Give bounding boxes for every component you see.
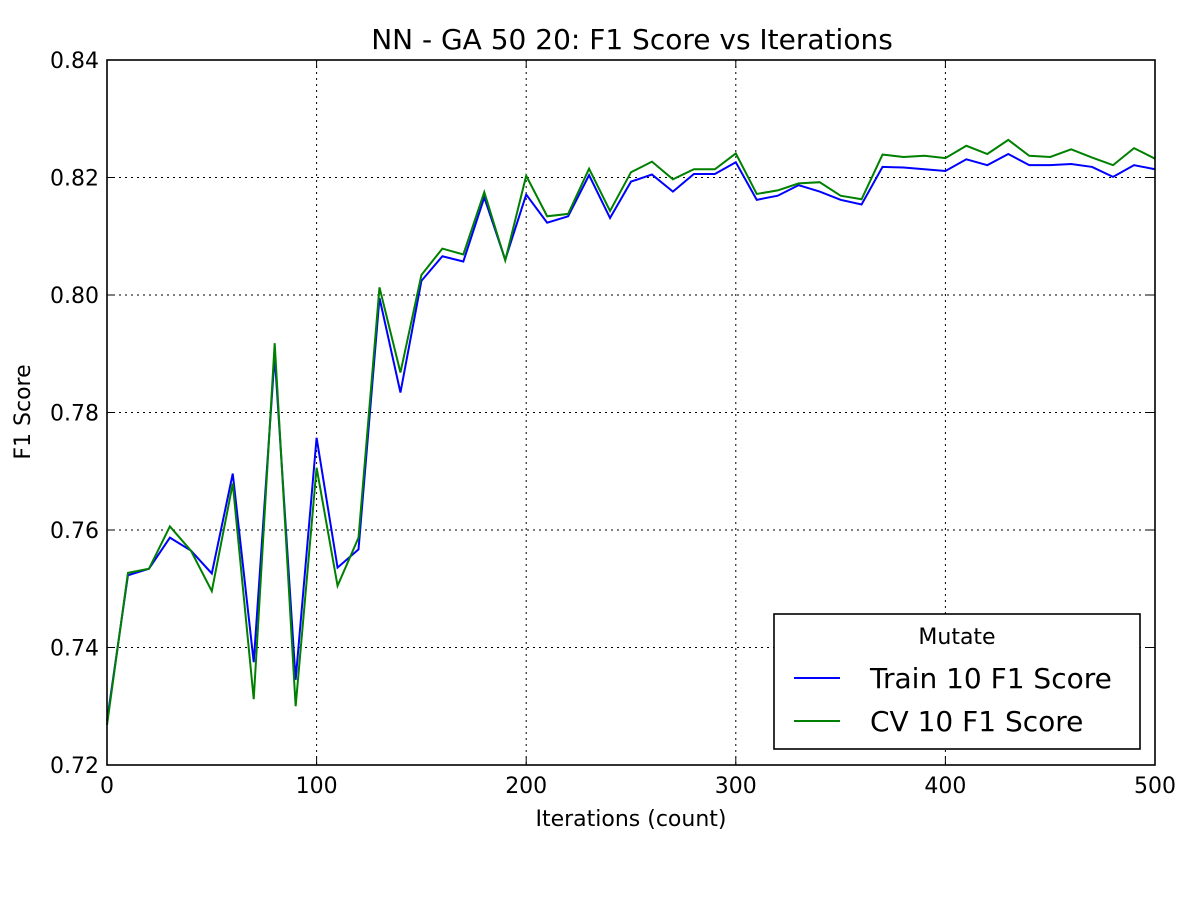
y-tick-label: 0.84 — [50, 49, 99, 74]
x-tick-label: 200 — [505, 774, 547, 799]
y-tick-label: 0.76 — [50, 519, 99, 544]
y-tick-label: 0.82 — [50, 167, 99, 192]
series-lines — [106, 138, 1156, 726]
y-axis-label: F1 Score — [11, 364, 36, 459]
y-tick-label: 0.74 — [50, 637, 99, 662]
x-tick-label: 300 — [715, 774, 757, 799]
chart-title: NN - GA 50 20: F1 Score vs Iterations — [371, 23, 893, 56]
y-tick-label: 0.80 — [50, 284, 99, 309]
legend-title: Mutate — [918, 625, 995, 650]
x-axis-label: Iterations (count) — [535, 807, 726, 832]
x-tick-label: 500 — [1134, 774, 1176, 799]
legend-label-cv: CV 10 F1 Score — [870, 705, 1083, 738]
legend: Mutate Train 10 F1 Score CV 10 F1 Score — [773, 613, 1141, 750]
legend-box — [773, 613, 1141, 750]
series-line-cv — [106, 138, 1156, 726]
x-tick-label: 100 — [296, 774, 338, 799]
grid — [107, 60, 1155, 765]
axis-ticks: 0 100 200 300 400 500 0.72 0.74 0.76 0.78 0.80 0.82… — [50, 49, 1176, 799]
legend-label-train: Train 10 F1 Score — [869, 662, 1112, 695]
x-tick-label: 400 — [924, 774, 966, 799]
y-tick-label: 0.72 — [50, 754, 99, 779]
x-tick-label: 0 — [100, 774, 114, 799]
y-tick-label: 0.78 — [50, 402, 99, 427]
